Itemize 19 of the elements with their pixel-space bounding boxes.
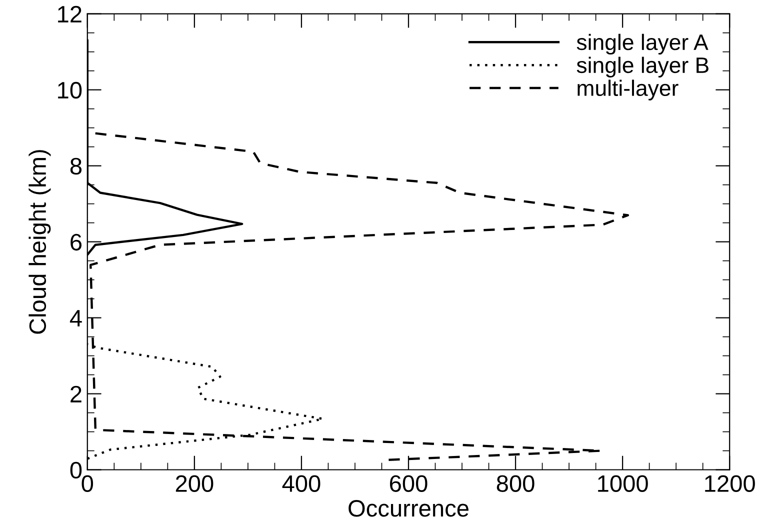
legend-label: single layer A	[576, 34, 708, 55]
x-tick-label: 400	[282, 475, 320, 492]
y-tick-label: 4	[70, 310, 82, 326]
y-axis-title: Cloud height (km)	[28, 150, 51, 334]
y-tick-label: 10	[58, 82, 82, 99]
y-tick-label: 0	[70, 462, 82, 479]
legend-label: single layer B	[576, 56, 708, 78]
y-tick-label: 12	[58, 6, 82, 22]
x-tick-label: 1200	[705, 475, 755, 492]
x-tick-label: 600	[390, 475, 428, 492]
legend-label: multi-layer	[578, 80, 678, 100]
x-tick-label: 0	[82, 475, 94, 492]
y-tick-label: 8	[70, 158, 82, 175]
x-tick-label: 800	[496, 475, 534, 492]
x-axis-title: Occurrence	[348, 500, 468, 517]
x-tick-label: 200	[176, 475, 214, 492]
x-tick-label: 1000	[598, 475, 648, 492]
y-tick-label: 2	[70, 386, 82, 402]
y-tick-label: 6	[70, 234, 82, 251]
